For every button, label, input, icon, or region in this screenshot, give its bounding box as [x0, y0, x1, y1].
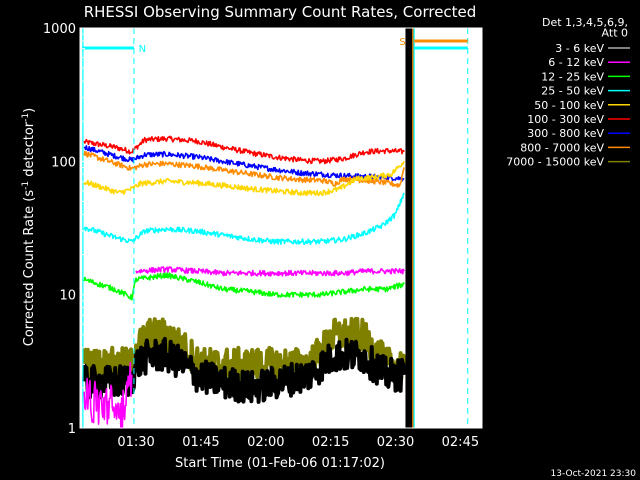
series-line-black: [82, 336, 407, 404]
series-line-magenta: [135, 266, 405, 277]
legend-header-line: Det 1,3,4,5,6,9,: [542, 16, 628, 29]
y-axis-label-mid: detector: [22, 121, 37, 181]
y-axis-label-main: Corrected Count Rate (s: [22, 190, 37, 347]
legend-entry-label: 100 - 300 keV: [527, 113, 604, 126]
legend-entry-label: 300 - 800 keV: [527, 127, 604, 140]
y-axis-label-sup2: -1: [21, 113, 31, 122]
axes-frame: [79, 27, 483, 429]
series-line-yellow: [83, 160, 405, 197]
data-gap-band: [405, 28, 414, 428]
series-line-cyan: [83, 192, 405, 246]
axes: 1 10 100 1000 01:30 01:45 02:00 02:15 02:30 02:45: [43, 22, 483, 450]
series-line-red: [83, 135, 405, 165]
series-line-green: [83, 272, 405, 301]
x-tick-label: 02:30: [377, 435, 414, 450]
legend-entry-label: 12 - 25 keV: [541, 70, 604, 83]
series-line-blue: [83, 145, 405, 182]
legend-entry-label: 3 - 6 keV: [555, 42, 604, 55]
marker-label-n: N: [139, 44, 146, 55]
series-line-magenta_low: [83, 361, 133, 429]
y-tick-label: 100: [51, 155, 76, 170]
x-tick-label: 02:00: [247, 435, 284, 450]
footer-timestamp: 13-Oct-2021 23:30: [551, 469, 637, 479]
legend-entry-label: 6 - 12 keV: [548, 56, 604, 69]
legend-entry-label: 25 - 50 keV: [541, 85, 604, 98]
y-axis-label-end: ): [22, 108, 37, 113]
x-tick-label: 01:45: [182, 435, 219, 450]
x-tick-label: 02:15: [312, 435, 349, 450]
y-axis-label-sup1: -1: [21, 181, 31, 190]
legend-entry-label: 800 - 7000 keV: [520, 141, 604, 154]
legend-entry-label: 50 - 100 keV: [534, 99, 604, 112]
y-tick-label: 10: [59, 289, 76, 304]
legend-header-line: Att 0: [602, 27, 628, 40]
y-tick-label: 1000: [43, 22, 76, 37]
x-axis-label: Start Time (01-Feb-06 01:17:02): [175, 456, 385, 471]
legend-entry-label: 7000 - 15000 keV: [506, 156, 604, 169]
x-tick-label: 02:45: [442, 435, 479, 450]
marker-label-s: S: [399, 37, 405, 48]
chart-title: RHESSI Observing Summary Count Rates, Co…: [84, 3, 477, 21]
plot-area: NS: [80, 28, 482, 429]
x-tick-label: 01:30: [117, 435, 154, 450]
y-axis-label: Corrected Count Rate (s-1 detector-1): [21, 108, 37, 346]
y-tick-label: 1: [68, 422, 76, 437]
